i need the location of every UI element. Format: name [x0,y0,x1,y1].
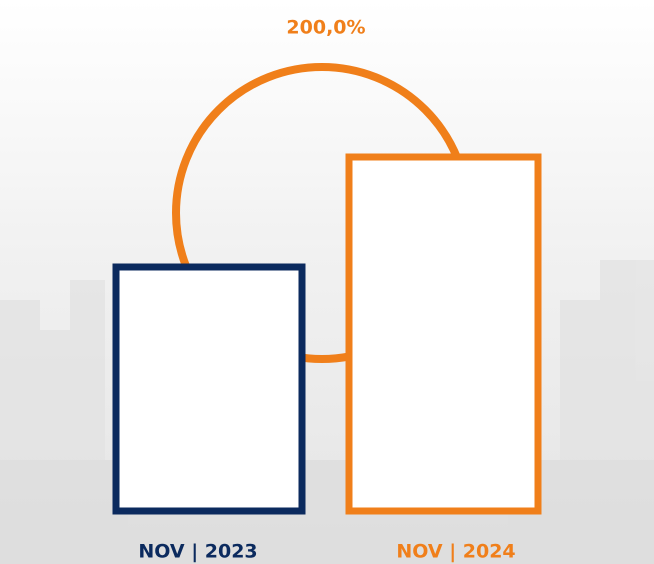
infographic: 200,0% NOV | 2023 NOV | 2024 [0,0,654,564]
page: {"growth_label": "200,0%", "bars": [{"la… [0,0,654,564]
bar-label: NOV | 2023 [138,541,257,563]
growth-label: 200,0% [286,17,365,39]
bar-2023 [116,267,302,511]
bar-2024 [349,157,538,511]
bar-label: NOV | 2024 [396,541,515,563]
